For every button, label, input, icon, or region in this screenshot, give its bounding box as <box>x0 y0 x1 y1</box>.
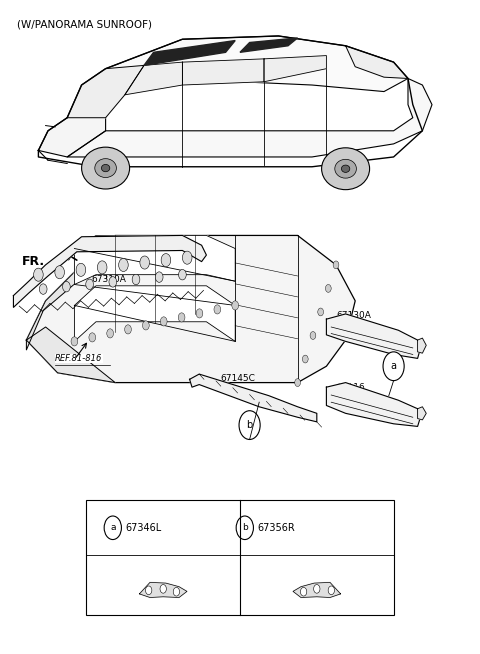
Polygon shape <box>82 36 408 95</box>
Polygon shape <box>190 374 317 422</box>
Circle shape <box>156 272 163 283</box>
Circle shape <box>318 308 324 316</box>
Text: b: b <box>246 420 253 430</box>
Polygon shape <box>38 85 106 157</box>
Circle shape <box>89 333 96 342</box>
Text: 67145C: 67145C <box>221 373 256 383</box>
Polygon shape <box>264 56 326 82</box>
Circle shape <box>383 352 404 381</box>
Circle shape <box>179 269 186 280</box>
Circle shape <box>333 261 339 269</box>
Polygon shape <box>67 65 144 118</box>
Text: 67130A: 67130A <box>336 311 371 320</box>
Bar <box>86 500 394 615</box>
Polygon shape <box>74 286 235 341</box>
Circle shape <box>325 284 331 292</box>
Text: 67346L: 67346L <box>126 523 162 533</box>
Circle shape <box>196 309 203 318</box>
Polygon shape <box>125 62 182 95</box>
Polygon shape <box>182 59 264 85</box>
Circle shape <box>125 325 132 334</box>
Polygon shape <box>346 46 408 78</box>
Circle shape <box>214 305 221 314</box>
Polygon shape <box>26 235 115 350</box>
Polygon shape <box>13 235 206 307</box>
Polygon shape <box>26 235 355 383</box>
Circle shape <box>62 281 70 292</box>
Circle shape <box>55 266 64 279</box>
Circle shape <box>295 379 300 387</box>
Ellipse shape <box>95 159 116 177</box>
Circle shape <box>145 586 152 594</box>
Polygon shape <box>326 314 420 358</box>
Circle shape <box>173 587 180 596</box>
Text: FR.: FR. <box>22 255 45 268</box>
Polygon shape <box>240 38 298 52</box>
Circle shape <box>119 258 128 271</box>
Circle shape <box>182 251 192 264</box>
Circle shape <box>232 301 239 310</box>
Polygon shape <box>74 235 235 284</box>
Polygon shape <box>418 338 426 353</box>
Polygon shape <box>144 41 235 65</box>
Circle shape <box>160 317 167 326</box>
Circle shape <box>39 284 47 294</box>
Ellipse shape <box>341 165 350 173</box>
Text: b: b <box>242 523 248 532</box>
Polygon shape <box>67 78 432 157</box>
Ellipse shape <box>82 147 130 189</box>
Text: REF.81-816: REF.81-816 <box>55 354 103 363</box>
Circle shape <box>300 587 307 596</box>
Circle shape <box>97 261 107 274</box>
Circle shape <box>161 254 171 267</box>
Circle shape <box>34 268 43 281</box>
Polygon shape <box>293 582 340 598</box>
Circle shape <box>109 277 117 287</box>
Circle shape <box>71 337 78 346</box>
Ellipse shape <box>101 164 110 172</box>
Polygon shape <box>139 582 187 598</box>
Ellipse shape <box>322 148 370 190</box>
Circle shape <box>132 274 140 284</box>
Circle shape <box>160 585 167 593</box>
Circle shape <box>239 411 260 439</box>
Circle shape <box>104 516 121 540</box>
Polygon shape <box>26 327 115 383</box>
Circle shape <box>310 332 316 339</box>
Polygon shape <box>326 383 420 426</box>
Text: a: a <box>391 361 396 371</box>
Text: 67116: 67116 <box>336 383 365 392</box>
Circle shape <box>140 256 149 269</box>
Text: (W/PANORAMA SUNROOF): (W/PANORAMA SUNROOF) <box>17 20 152 29</box>
Circle shape <box>328 586 335 594</box>
Circle shape <box>86 279 94 290</box>
Circle shape <box>236 516 253 540</box>
Text: 67356R: 67356R <box>258 523 296 533</box>
Circle shape <box>76 264 86 277</box>
Circle shape <box>143 321 149 330</box>
Circle shape <box>313 585 320 593</box>
Circle shape <box>178 313 185 322</box>
Circle shape <box>107 329 113 338</box>
Circle shape <box>302 355 308 363</box>
Ellipse shape <box>335 160 356 178</box>
Polygon shape <box>418 407 426 420</box>
Text: 67310A: 67310A <box>91 275 126 284</box>
Text: a: a <box>110 523 116 532</box>
